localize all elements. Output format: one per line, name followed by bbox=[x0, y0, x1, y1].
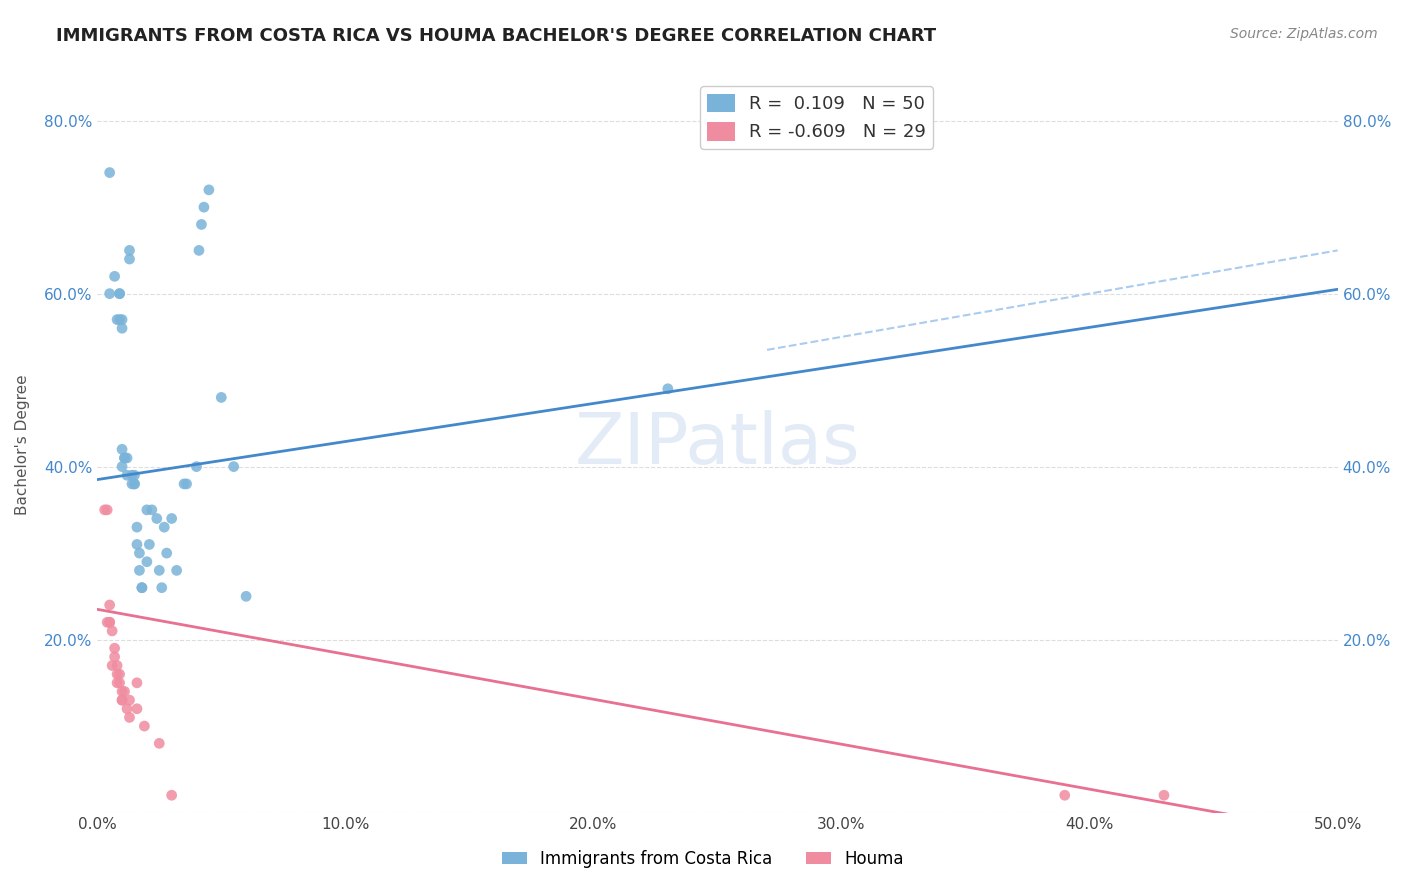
Legend: Immigrants from Costa Rica, Houma: Immigrants from Costa Rica, Houma bbox=[495, 844, 911, 875]
Point bbox=[114, 684, 136, 698]
Point bbox=[98, 286, 121, 301]
Point bbox=[173, 476, 195, 491]
Point bbox=[193, 200, 215, 214]
Point bbox=[118, 244, 141, 258]
Point bbox=[166, 563, 188, 577]
Point bbox=[128, 546, 150, 560]
Point bbox=[96, 615, 118, 630]
Point bbox=[108, 286, 131, 301]
Point bbox=[115, 468, 138, 483]
Point bbox=[114, 450, 136, 465]
Point bbox=[105, 658, 128, 673]
Point bbox=[111, 693, 134, 707]
Point bbox=[125, 702, 148, 716]
Point bbox=[101, 658, 124, 673]
Point bbox=[108, 312, 131, 326]
Point bbox=[111, 684, 134, 698]
Point bbox=[104, 649, 127, 664]
Point bbox=[125, 520, 148, 534]
Point bbox=[657, 382, 679, 396]
Point bbox=[111, 321, 134, 335]
Y-axis label: Bachelor's Degree: Bachelor's Degree bbox=[15, 375, 30, 516]
Point bbox=[98, 615, 121, 630]
Point bbox=[131, 581, 153, 595]
Point bbox=[111, 442, 134, 457]
Point bbox=[1053, 789, 1076, 803]
Point bbox=[160, 511, 183, 525]
Text: IMMIGRANTS FROM COSTA RICA VS HOUMA BACHELOR'S DEGREE CORRELATION CHART: IMMIGRANTS FROM COSTA RICA VS HOUMA BACH… bbox=[56, 27, 936, 45]
Point bbox=[98, 615, 121, 630]
Point bbox=[222, 459, 245, 474]
Point bbox=[101, 624, 124, 638]
Point bbox=[105, 667, 128, 681]
Point bbox=[115, 702, 138, 716]
Point bbox=[188, 244, 211, 258]
Point bbox=[111, 693, 134, 707]
Point bbox=[124, 476, 146, 491]
Legend: R =  0.109   N = 50, R = -0.609   N = 29: R = 0.109 N = 50, R = -0.609 N = 29 bbox=[700, 87, 934, 149]
Point bbox=[111, 459, 134, 474]
Point bbox=[138, 537, 160, 551]
Point bbox=[121, 468, 143, 483]
Point bbox=[98, 165, 121, 179]
Point bbox=[118, 252, 141, 266]
Point bbox=[176, 476, 198, 491]
Point bbox=[156, 546, 179, 560]
Point bbox=[96, 503, 118, 517]
Text: ZIPatlas: ZIPatlas bbox=[575, 410, 860, 480]
Point bbox=[124, 476, 146, 491]
Point bbox=[198, 183, 221, 197]
Point bbox=[209, 391, 232, 405]
Point bbox=[108, 675, 131, 690]
Point bbox=[153, 520, 176, 534]
Point bbox=[128, 563, 150, 577]
Point bbox=[118, 693, 141, 707]
Point bbox=[190, 218, 212, 232]
Point bbox=[98, 598, 121, 612]
Point bbox=[111, 312, 134, 326]
Point bbox=[150, 581, 173, 595]
Point bbox=[104, 269, 127, 284]
Point bbox=[115, 450, 138, 465]
Point bbox=[121, 476, 143, 491]
Point bbox=[148, 563, 170, 577]
Point bbox=[135, 503, 157, 517]
Point bbox=[1153, 789, 1175, 803]
Point bbox=[105, 675, 128, 690]
Point bbox=[114, 450, 136, 465]
Point bbox=[135, 555, 157, 569]
Point bbox=[108, 667, 131, 681]
Point bbox=[108, 286, 131, 301]
Point bbox=[124, 468, 146, 483]
Point bbox=[104, 641, 127, 656]
Text: Source: ZipAtlas.com: Source: ZipAtlas.com bbox=[1230, 27, 1378, 41]
Point bbox=[186, 459, 208, 474]
Point bbox=[105, 312, 128, 326]
Point bbox=[141, 503, 163, 517]
Point bbox=[146, 511, 169, 525]
Point bbox=[125, 675, 148, 690]
Point bbox=[93, 503, 115, 517]
Point bbox=[235, 590, 257, 604]
Point bbox=[125, 537, 148, 551]
Point bbox=[148, 736, 170, 750]
Point bbox=[160, 789, 183, 803]
Point bbox=[118, 710, 141, 724]
Point bbox=[131, 581, 153, 595]
Point bbox=[134, 719, 156, 733]
